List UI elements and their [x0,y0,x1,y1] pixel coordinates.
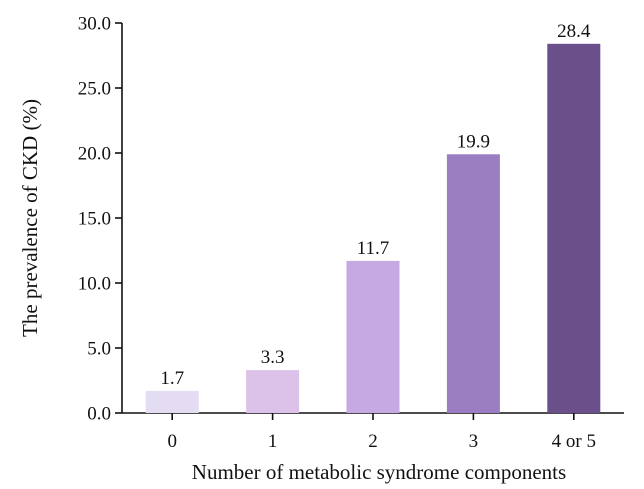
data-label: 28.4 [557,21,591,42]
y-tick-label: 20.0 [78,144,111,165]
data-label: 19.9 [457,131,490,152]
plot-area: 0.0 5.0 10.0 15.0 20.0 25.0 30.0 1.7 0 3.3 1 11.7 2 1… [78,14,624,452]
data-label: 3.3 [261,347,285,368]
y-tick-label: 30.0 [78,14,111,35]
x-tick-label: 3 [469,431,479,452]
y-tick-label: 25.0 [78,79,111,100]
data-label: 11.7 [357,238,390,259]
bar [446,154,500,414]
bar [346,260,400,413]
x-tick-label: 1 [268,431,278,452]
data-label: 1.7 [160,368,184,389]
y-tick-label: 5.0 [87,339,111,360]
y-axis-title: The prevalence of CKD (%) [18,99,42,337]
y-tick-label: 15.0 [78,209,111,230]
x-tick-label: 2 [368,431,378,452]
bar [547,43,601,414]
y-tick-label: 10.0 [78,274,111,295]
y-tick-label: 0.0 [87,404,111,425]
bar [246,370,300,413]
x-tick-label: 0 [167,431,177,452]
x-tick-label: 4 or 5 [552,431,596,452]
bar [145,390,199,413]
x-axis-title: Number of metabolic syndrome components [192,460,566,484]
